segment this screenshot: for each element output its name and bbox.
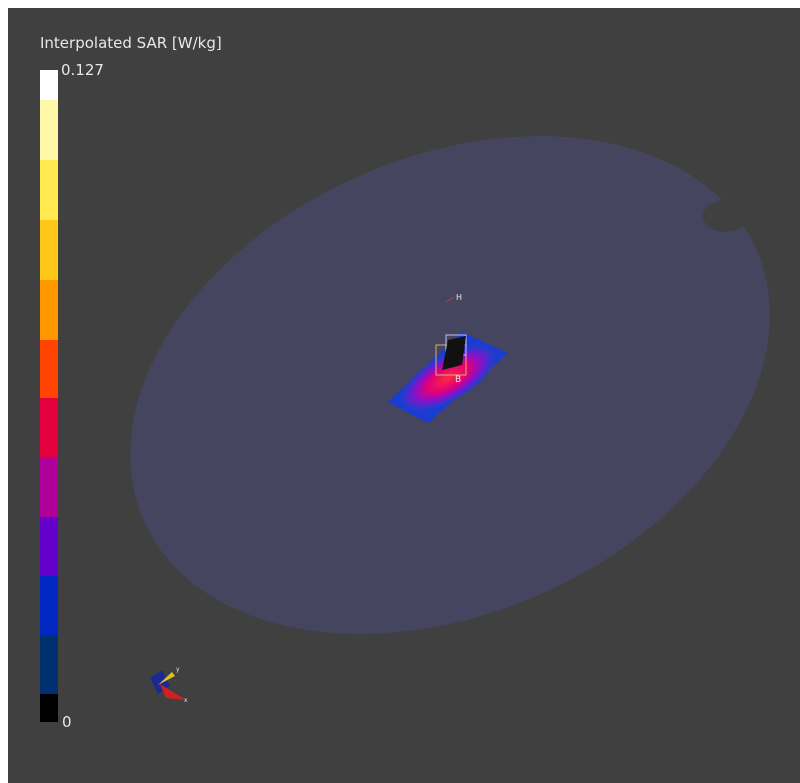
phantom-hole (703, 200, 749, 232)
colorbar-min: 0 (62, 713, 72, 731)
colorbar-max: 0.127 (61, 61, 104, 79)
viewport: H B y x Interpolated SAR [W/kg] 0.127 0 (0, 0, 800, 783)
marker-label: B (455, 375, 461, 385)
axis-label: x (184, 697, 188, 704)
page: H B y x Interpolated SAR [W/kg] 0.127 0 … (0, 0, 800, 783)
marker-label: H (456, 293, 462, 302)
axis-label: y (176, 666, 180, 673)
colorbar-title: Interpolated SAR [W/kg] (40, 34, 222, 52)
colorbar (40, 70, 58, 722)
